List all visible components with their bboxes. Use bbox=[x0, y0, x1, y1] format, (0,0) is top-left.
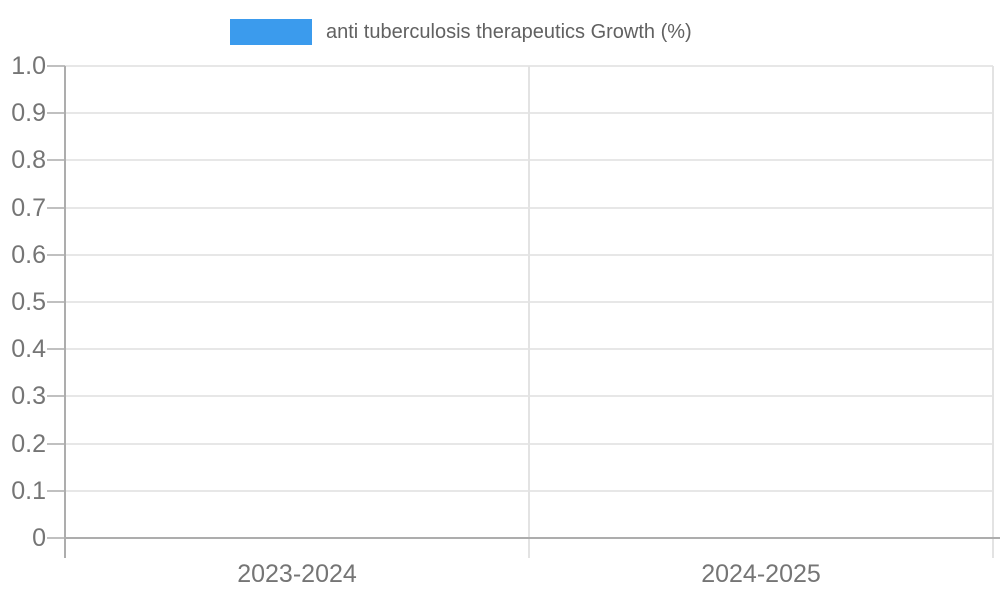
y-tick bbox=[47, 65, 65, 67]
y-tick bbox=[47, 301, 65, 303]
y-tick bbox=[47, 395, 65, 398]
y-tick-label: 0.4 bbox=[11, 335, 46, 364]
y-tick-label: 0.9 bbox=[11, 99, 46, 128]
y-tick bbox=[47, 253, 65, 256]
y-tick bbox=[47, 537, 65, 539]
x-category-label: 2023-2024 bbox=[237, 560, 357, 588]
y-tick bbox=[47, 442, 65, 445]
x-axis-line bbox=[65, 537, 1000, 539]
y-tick-label: 0.2 bbox=[11, 429, 46, 458]
y-tick bbox=[47, 206, 65, 209]
y-axis-line bbox=[64, 66, 66, 558]
y-tick bbox=[47, 112, 65, 115]
legend: anti tuberculosis therapeutics Growth (%… bbox=[230, 19, 692, 45]
y-tick-label: 1.0 bbox=[11, 52, 46, 80]
category-boundary-gridline bbox=[528, 66, 530, 558]
x-category-label: 2024-2025 bbox=[701, 560, 821, 588]
y-tick bbox=[47, 348, 65, 351]
y-tick bbox=[47, 159, 65, 162]
legend-label: anti tuberculosis therapeutics Growth (%… bbox=[326, 20, 692, 43]
y-tick-label: 0.6 bbox=[11, 240, 46, 269]
y-tick-label: 0.7 bbox=[11, 193, 46, 222]
y-tick-label: 0 bbox=[32, 524, 46, 552]
category-boundary-gridline bbox=[992, 66, 994, 558]
y-tick-label: 0.1 bbox=[11, 476, 46, 505]
y-tick-label: 0.8 bbox=[11, 146, 46, 175]
y-tick-label: 0.5 bbox=[11, 288, 46, 316]
y-tick bbox=[47, 489, 65, 492]
y-tick-label: 0.3 bbox=[11, 382, 46, 411]
legend-swatch bbox=[230, 19, 312, 45]
